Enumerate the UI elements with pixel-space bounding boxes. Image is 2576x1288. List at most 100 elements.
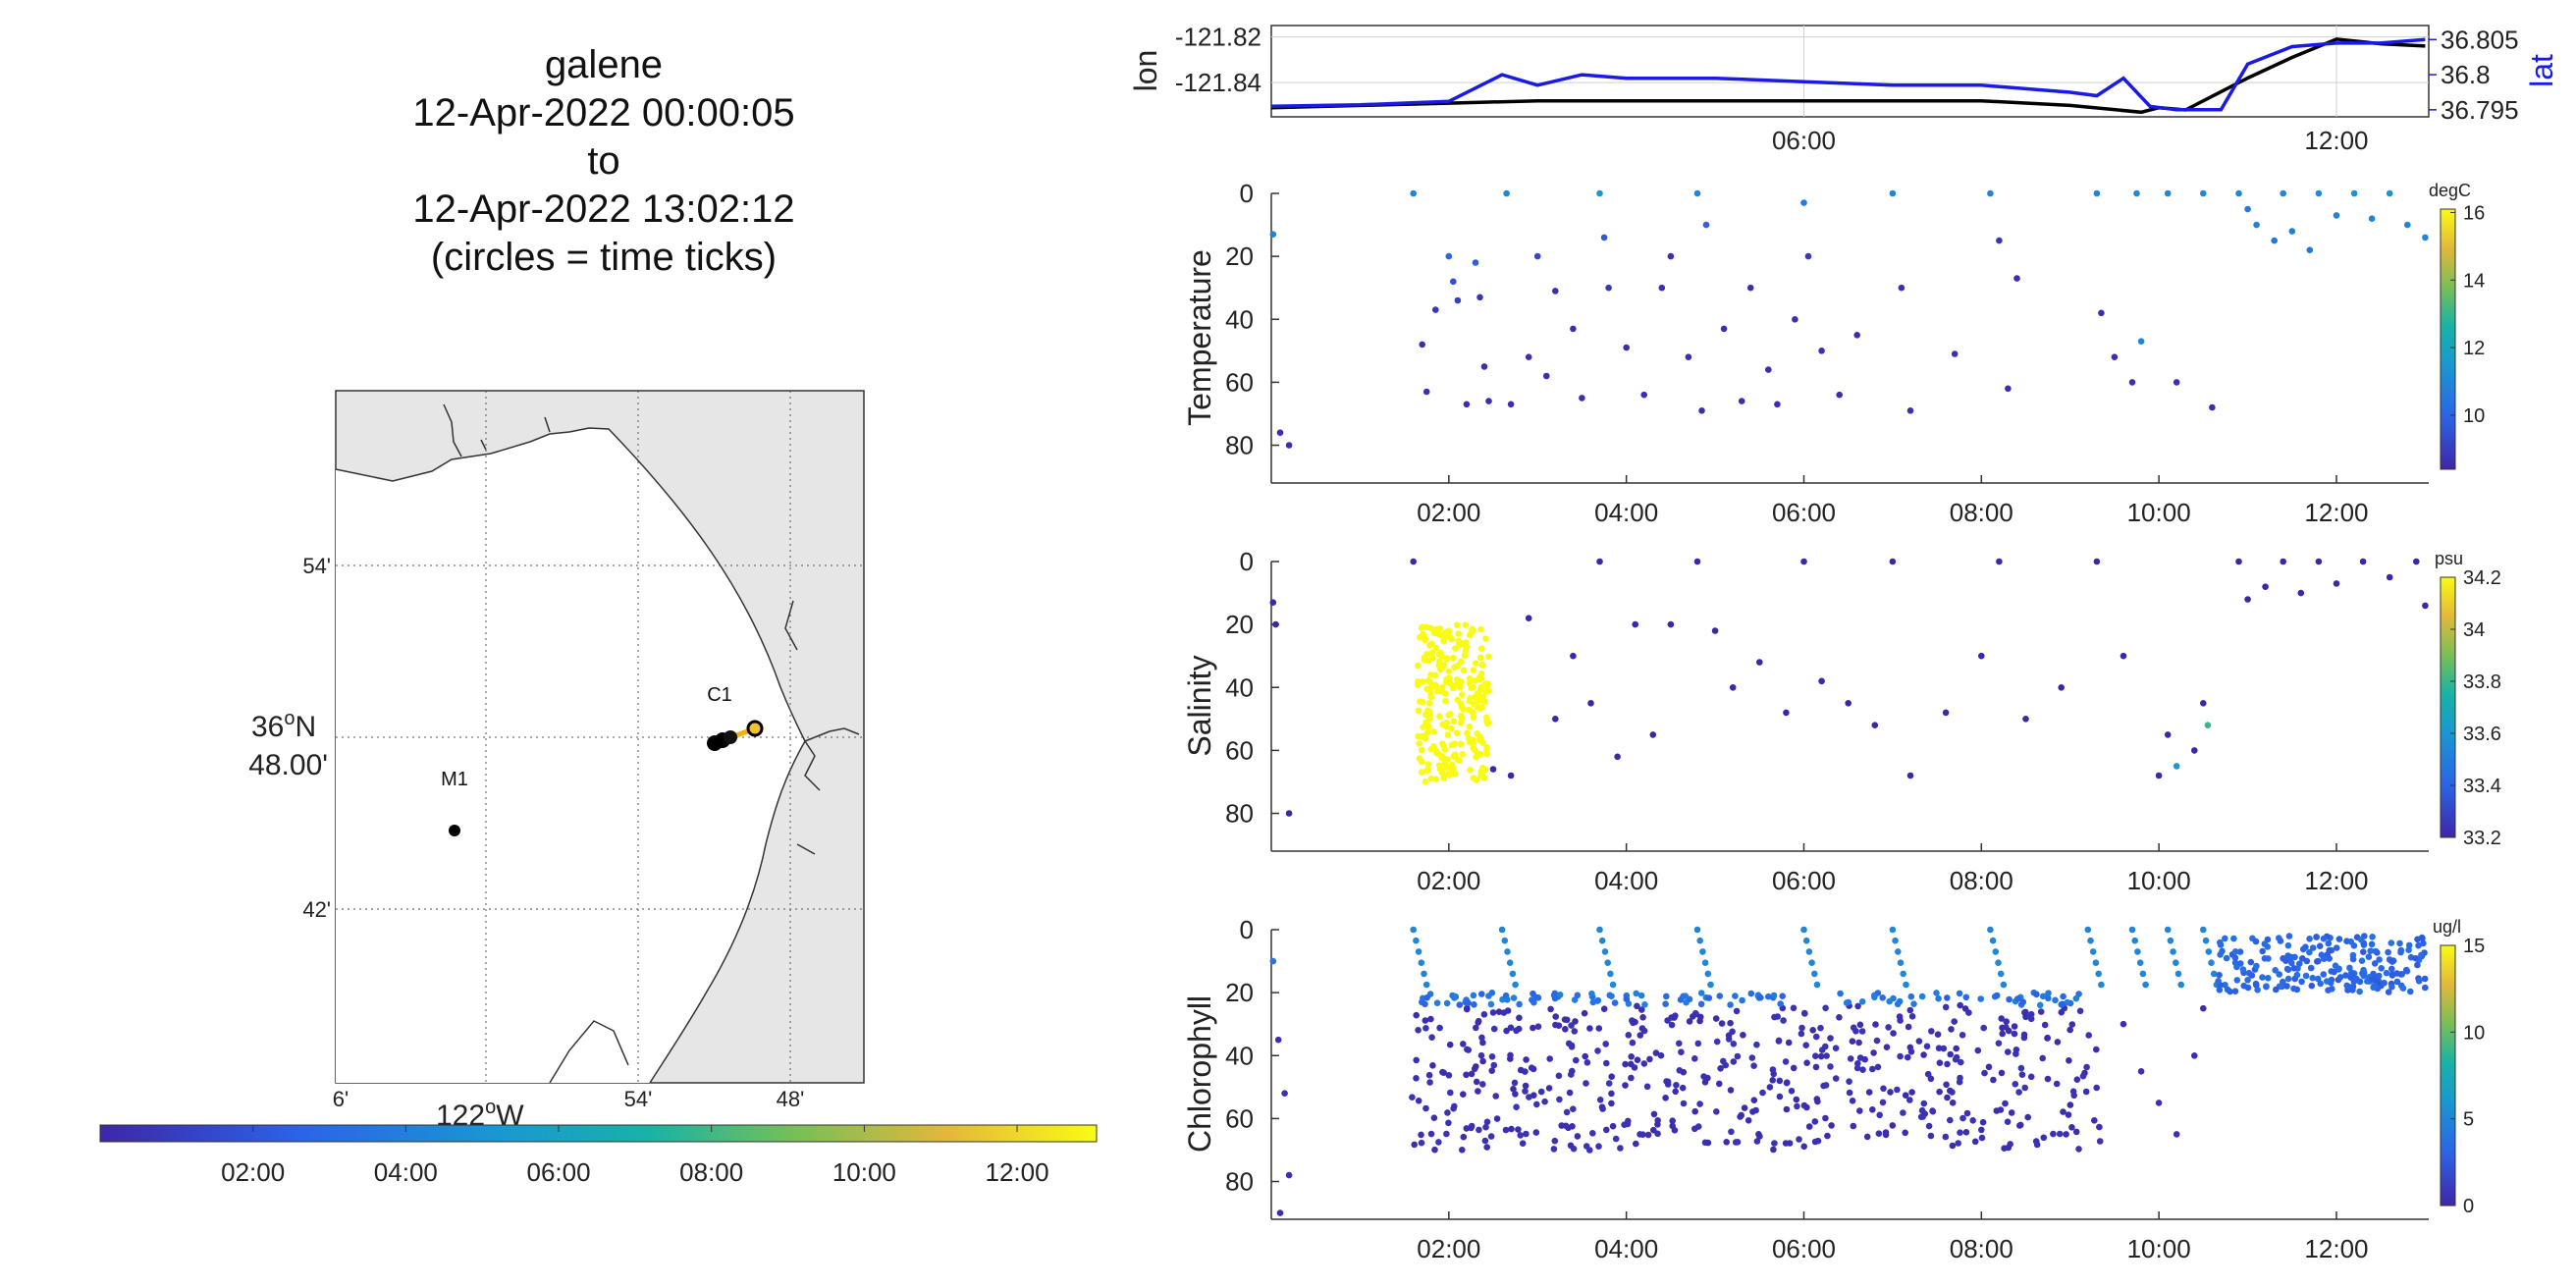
chlorophyll-point-175 <box>1582 1052 1588 1060</box>
chlorophyll-point-643 <box>1418 959 1425 966</box>
station-m1-marker[interactable] <box>449 825 460 836</box>
chlorophyll-point-515 <box>1673 1082 1680 1089</box>
chlorophyll-point-165 <box>1463 1071 1470 1079</box>
salinity-colorbar-tick-label-5: 33.2 <box>2463 828 2501 849</box>
chlorophyll-point-164 <box>1876 1111 1883 1119</box>
chlorophyll-point-899 <box>2216 987 2224 993</box>
salinity-point-309 <box>1473 777 1480 783</box>
chlorophyll-point-75 <box>1883 1044 1891 1050</box>
chlorophyll-panel[interactable]: Chlorophyll ug/l 0 20 40 60 80 02:00 04:00 06:0… <box>1182 915 2485 1263</box>
chlorophyll-point-637 <box>1633 990 1639 997</box>
chlorophyll-point-839 <box>2276 971 2282 978</box>
map-river-north <box>443 403 551 457</box>
chlorophyll-point-676 <box>1987 926 1994 934</box>
title-line-5: (circles = time ticks) <box>431 236 777 279</box>
chlorophyll-point-195 <box>1625 1032 1633 1039</box>
glider-track[interactable] <box>707 720 764 751</box>
chlorophyll-point-58 <box>1510 1086 1517 1093</box>
track-tick-end <box>746 720 764 737</box>
chlorophyll-point-301 <box>1534 1023 1542 1030</box>
chlorophyll-point-296 <box>1790 1064 1798 1072</box>
chlorophyll-point-77 <box>1730 1058 1738 1065</box>
salinity-point-206 <box>1436 625 1444 632</box>
salinity-point-233 <box>1476 675 1483 683</box>
temperature-colorbar-tick-label-3: 10 <box>2463 405 2485 427</box>
chlorophyll-point-861 <box>2336 974 2344 981</box>
salinity-point-25 <box>1906 772 1914 779</box>
salinity-point-15 <box>1693 558 1701 565</box>
temperature-point-42 <box>1818 348 1825 354</box>
chlorophyll-point-180 <box>1600 1005 1608 1012</box>
chlorophyll-point-581 <box>1471 1001 1477 1008</box>
chlorophyll-point-809 <box>2236 948 2244 955</box>
position-series-lat <box>1270 37 2426 112</box>
title-line-3: to <box>587 139 619 183</box>
chlorophyll-point-112 <box>1522 1082 1530 1090</box>
salinity-point-173 <box>1441 746 1448 753</box>
chlorophyll-point-375 <box>2096 1123 2103 1131</box>
chlorophyll-point-429 <box>1887 1089 1894 1096</box>
temperature-panel[interactable]: Temperature degC 0 20 40 60 80 02:00 04:00 06:0… <box>1182 179 2485 527</box>
chlorophyll-point-273 <box>1523 1130 1530 1138</box>
salinity-point-251 <box>1448 635 1455 643</box>
chlorophyll-ytick-label-2: 40 <box>1225 1041 1254 1070</box>
chlorophyll-point-284 <box>1957 1001 1963 1009</box>
chlorophyll-point-197 <box>1823 1052 1830 1059</box>
temperature-point-75 <box>2404 221 2411 229</box>
chlorophyll-point-576 <box>1886 997 1893 1005</box>
chlorophyll-point-274 <box>1594 1047 1601 1054</box>
chlorophyll-point-218 <box>1870 1049 1877 1056</box>
chlorophyll-point-340 <box>1998 1069 2006 1077</box>
position-panel[interactable]: 06:00 12:00 -121.82 -121.84 36.805 36.8 36.795… <box>1128 23 2559 155</box>
temperature-point-16 <box>1507 401 1515 408</box>
salinity-point-170 <box>1448 741 1456 749</box>
map-panel[interactable]: 54' 42' 36oN 48.00' 6' 54' 48' 122oW M1 … <box>248 390 865 1132</box>
chlorophyll-point-349 <box>1556 1096 1563 1103</box>
salinity-point-214 <box>1464 729 1471 737</box>
chlorophyll-point-321 <box>1981 1069 1988 1077</box>
chlorophyll-point-354 <box>1411 1141 1418 1149</box>
chlorophyll-point-479 <box>2015 1089 2022 1096</box>
temperature-point-6 <box>1432 306 1439 313</box>
chlorophyll-point-703 <box>2208 959 2215 966</box>
chlorophyll-point-95 <box>1672 1088 1679 1096</box>
temperature-point-47 <box>1906 407 1914 414</box>
chlorophyll-point-231 <box>1603 1059 1610 1067</box>
chlorophyll-point-888 <box>2381 980 2388 987</box>
salinity-point-39 <box>2235 558 2242 565</box>
salinity-colorbar-tick-label-0: 34.2 <box>2463 567 2501 589</box>
chlorophyll-point-620 <box>1550 992 1558 999</box>
chlorophyll-point-881 <box>2393 970 2400 977</box>
chlorophyll-point-271 <box>1530 1024 1536 1032</box>
chlorophyll-point-181 <box>1413 1056 1420 1064</box>
chlorophyll-point-269 <box>1473 1078 1480 1086</box>
time-colorbar-gradient <box>99 1124 1098 1143</box>
chlorophyll-point-904 <box>2318 951 2326 958</box>
salinity-point-299 <box>1461 652 1469 659</box>
temperature-point-36 <box>1746 284 1754 292</box>
salinity-point-285 <box>1441 772 1448 779</box>
chlorophyll-point-639 <box>1422 1000 1428 1008</box>
salinity-point-306 <box>1447 680 1454 687</box>
chlorophyll-point-403 <box>1654 1130 1661 1138</box>
map-lon-tick-54: 54' <box>624 1087 653 1111</box>
chlorophyll-point-256 <box>2007 1141 2013 1148</box>
chlorophyll-point-531 <box>1697 1000 1705 1008</box>
chlorophyll-point-189 <box>1717 1065 1724 1072</box>
chlorophyll-point-193 <box>1822 1004 1829 1012</box>
chlorophyll-point-323 <box>1818 1046 1826 1053</box>
chlorophyll-point-143 <box>1738 1111 1744 1119</box>
chlorophyll-point-673 <box>1897 959 1905 966</box>
chlorophyll-point-925 <box>2237 960 2244 967</box>
salinity-point-43 <box>2297 589 2305 597</box>
station-m1-label: M1 <box>441 769 468 790</box>
chlorophyll-point-864 <box>2418 951 2425 959</box>
chlorophyll-point-689 <box>2131 937 2138 944</box>
salinity-panel[interactable]: Salinity psu 0 20 40 60 80 02:00 04:00 06:00 08:… <box>1182 547 2501 895</box>
chlorophyll-point-922 <box>2385 989 2392 995</box>
chlorophyll-point-282 <box>1634 1056 1641 1063</box>
chlorophyll-point-192 <box>1507 1024 1515 1032</box>
chlorophyll-point-370 <box>1906 1097 1913 1103</box>
salinity-point-44 <box>2315 558 2323 565</box>
chlorophyll-point-182 <box>1820 1082 1827 1090</box>
